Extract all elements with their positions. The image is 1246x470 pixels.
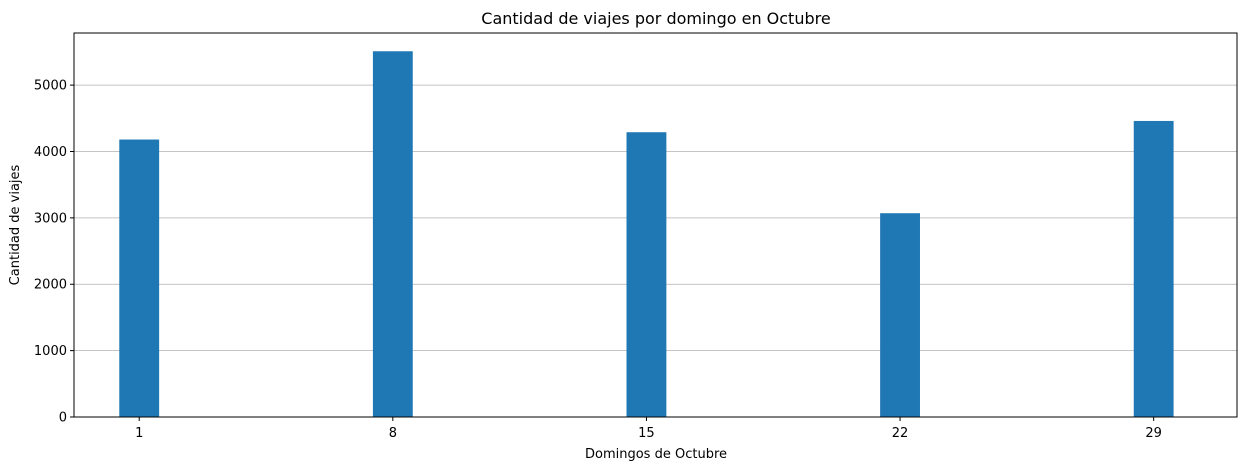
chart-title: Cantidad de viajes por domingo en Octubr… <box>481 9 830 28</box>
y-tick-label: 5000 <box>34 79 67 94</box>
y-axis-ticks: 0 1000 2000 3000 4000 5000 <box>34 79 74 426</box>
y-tick-label: 1000 <box>34 344 67 359</box>
x-tick-label: 29 <box>1145 426 1162 441</box>
bars-group <box>119 51 1174 418</box>
x-axis-ticks: 1 8 15 22 29 <box>135 417 1162 441</box>
x-tick-label: 15 <box>638 426 655 441</box>
x-axis-label: Domingos de Octubre <box>585 447 727 462</box>
y-tick-label: 2000 <box>34 278 67 293</box>
x-tick-label: 1 <box>135 426 143 441</box>
bar <box>1133 120 1174 417</box>
plot-frame <box>73 32 1238 418</box>
y-tick-label: 4000 <box>34 145 67 160</box>
y-tick-label: 0 <box>59 411 67 426</box>
bar <box>626 132 667 417</box>
x-tick-label: 22 <box>892 426 909 441</box>
x-tick-label: 8 <box>389 426 397 441</box>
bar <box>372 51 413 418</box>
y-axis-label: Cantidad de viajes <box>8 164 23 285</box>
bar <box>119 139 160 417</box>
y-tick-label: 3000 <box>34 211 67 226</box>
bar <box>880 213 920 417</box>
